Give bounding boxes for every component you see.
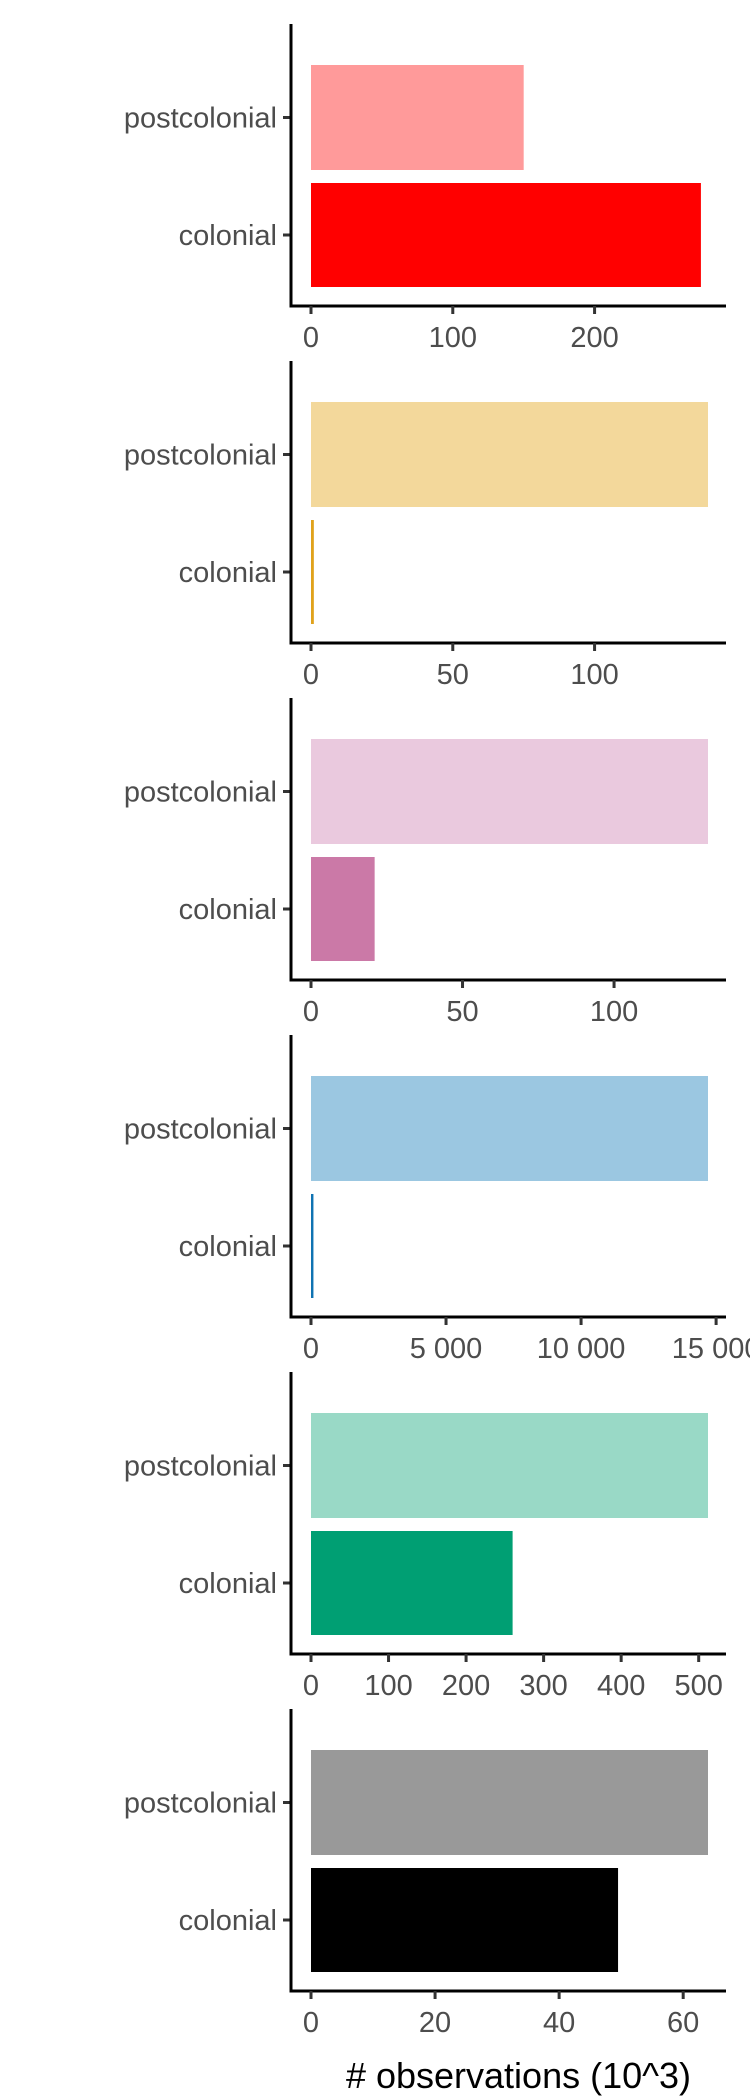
x-tick-label: 500 [675, 1670, 723, 1702]
bar-postcolonial [311, 1076, 708, 1181]
chart-panel-3: postcolonial colonial 0 50 100 [124, 698, 726, 1028]
bar-postcolonial [311, 739, 708, 844]
x-tick-label: 5 000 [410, 1333, 483, 1365]
x-tick-label: 10 000 [537, 1333, 626, 1365]
bar-colonial [311, 1531, 513, 1635]
bar-postcolonial [311, 65, 524, 170]
y-tick-label-colonial: colonial [179, 220, 277, 252]
y-tick-label-postcolonial: postcolonial [124, 1451, 277, 1483]
chart-panel-5: postcolonial colonial 0 100 200 300 400 500 [124, 1372, 726, 1702]
y-tick-label-postcolonial: postcolonial [124, 1114, 277, 1146]
x-tick-label: 50 [437, 659, 469, 691]
x-tick-label: 100 [570, 659, 618, 691]
x-tick-label: 0 [303, 322, 319, 354]
x-tick-label: 100 [364, 1670, 412, 1702]
x-tick-label: 0 [303, 659, 319, 691]
y-tick-label-colonial: colonial [179, 557, 277, 589]
chart-panel-6: postcolonial colonial 0 20 40 60 # observation… [124, 1709, 726, 2096]
x-tick-label: 0 [303, 1670, 319, 1702]
x-tick-label: 400 [597, 1670, 645, 1702]
y-tick-label-postcolonial: postcolonial [124, 103, 277, 135]
x-tick-label: 0 [303, 996, 319, 1028]
bar-colonial [311, 857, 375, 961]
x-tick-label: 200 [442, 1670, 490, 1702]
chart-panel-4: postcolonial colonial 0 5 000 10 000 15 000 [124, 1035, 750, 1365]
x-tick-label: 300 [519, 1670, 567, 1702]
bar-colonial [311, 1194, 314, 1298]
x-tick-label: 0 [303, 2007, 319, 2039]
bar-colonial [311, 520, 314, 624]
bar-postcolonial [311, 1750, 708, 1855]
x-tick-label: 20 [419, 2007, 451, 2039]
x-tick-label: 15 000 [672, 1333, 750, 1365]
x-tick-label: 40 [543, 2007, 575, 2039]
chart-panel-2: postcolonial colonial 0 50 100 [124, 361, 726, 691]
x-tick-label: 50 [446, 996, 478, 1028]
bar-colonial [311, 1868, 619, 1972]
y-tick-label-colonial: colonial [179, 1905, 277, 1937]
y-tick-label-colonial: colonial [179, 1231, 277, 1263]
y-tick-label-postcolonial: postcolonial [124, 1788, 277, 1820]
x-axis-title: # observations (10^3) [346, 2055, 691, 2096]
chart-panel-1: postcolonial colonial 0 100 200 [124, 24, 726, 354]
bar-postcolonial [311, 1413, 708, 1518]
x-tick-label: 60 [667, 2007, 699, 2039]
x-tick-label: 100 [429, 322, 477, 354]
x-tick-label: 0 [303, 1333, 319, 1365]
bar-colonial [311, 183, 701, 287]
x-tick-label: 200 [570, 322, 618, 354]
y-tick-label-postcolonial: postcolonial [124, 440, 277, 472]
y-tick-label-colonial: colonial [179, 1568, 277, 1600]
y-tick-label-colonial: colonial [179, 894, 277, 926]
x-tick-label: 100 [590, 996, 638, 1028]
y-tick-label-postcolonial: postcolonial [124, 777, 277, 809]
bar-postcolonial [311, 402, 708, 507]
